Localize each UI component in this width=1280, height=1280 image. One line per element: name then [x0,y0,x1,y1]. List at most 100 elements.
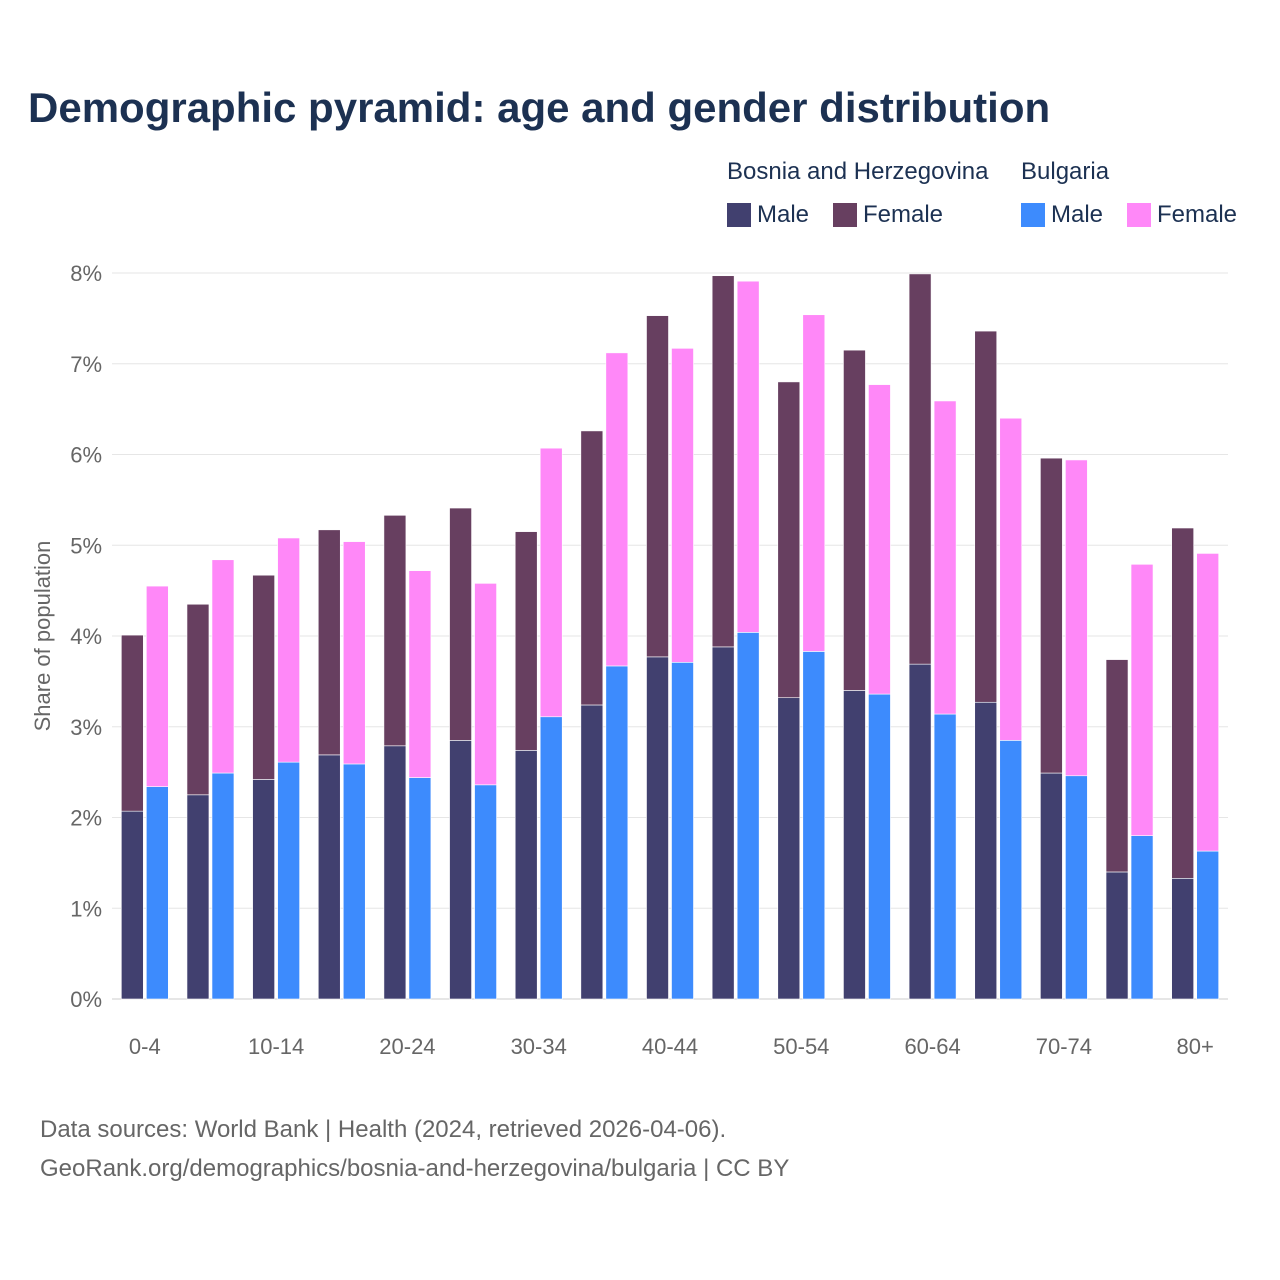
bar-bosnia-and-herzegovina-male-30-34[interactable] [514,750,538,1000]
legend-bih-female[interactable]: Female [833,201,943,229]
bar-bosnia-and-herzegovina-male-70-74[interactable] [1040,772,1063,1000]
bar-bulgaria-female-40-44[interactable] [671,348,694,663]
legend-bulgaria-female[interactable]: Female [1127,201,1237,229]
y-axis-label: Share of population [30,541,55,732]
x-tick-label: 40-44 [642,1034,698,1059]
bar-bosnia-and-herzegovina-female-35-39[interactable] [580,430,604,706]
bar-bulgaria-female-45-49[interactable] [736,280,760,633]
bar-bosnia-and-herzegovina-female-0-4[interactable] [121,634,144,812]
bar-bosnia-and-herzegovina-female-65-69[interactable] [974,330,998,703]
bar-bulgaria-male-35-39[interactable] [605,665,629,1000]
bar-bosnia-and-herzegovina-female-70-74[interactable] [1040,457,1063,774]
bar-bosnia-and-herzegovina-female-30-34[interactable] [514,531,538,751]
bar-bulgaria-male-25-29[interactable] [474,784,497,1000]
legend-label: Female [863,201,944,228]
y-tick-label: 3% [70,715,102,740]
bar-bulgaria-female-10-14[interactable] [277,537,300,763]
bar-bosnia-and-herzegovina-male-5-9[interactable] [186,794,210,1000]
y-tick-label: 8% [70,261,102,286]
y-tick-label: 6% [70,443,102,468]
bar-bulgaria-male-75-79[interactable] [1130,835,1154,1000]
bar-bosnia-and-herzegovina-female-75-79[interactable] [1105,659,1129,873]
chart-plot: 0% 1% 2% 3% 4% 5% 6% 7% 8% 0-4 10-14 20-24 30-34 40-… [30,261,1228,1059]
bar-bulgaria-male-45-49[interactable] [736,632,760,1000]
bar-bulgaria-female-70-74[interactable] [1065,459,1088,777]
x-tick-label: 30-34 [511,1034,567,1059]
bar-bulgaria-female-5-9[interactable] [211,559,235,774]
bar-bosnia-and-herzegovina-male-35-39[interactable] [580,704,604,1000]
bar-bosnia-and-herzegovina-male-50-54[interactable] [777,697,801,1000]
bar-bulgaria-female-30-34[interactable] [539,447,563,718]
bar-bosnia-and-herzegovina-male-0-4[interactable] [121,810,144,1000]
bar-bulgaria-male-55-59[interactable] [868,693,891,1000]
bar-bosnia-and-herzegovina-male-45-49[interactable] [711,646,735,1000]
bar-bulgaria-female-50-54[interactable] [802,314,826,652]
bar-bulgaria-male-65-69[interactable] [999,740,1023,1000]
legend-group-bih: Bosnia and Herzegovina [727,158,989,185]
chart-title: Demographic pyramid: age and gender dist… [28,84,1051,131]
bar-bulgaria-male-70-74[interactable] [1065,775,1088,1000]
bar-bulgaria-female-75-79[interactable] [1130,564,1154,836]
y-tick-label: 2% [70,806,102,831]
bar-bosnia-and-herzegovina-female-20-24[interactable] [383,515,407,747]
bar-bosnia-and-herzegovina-female-5-9[interactable] [186,603,210,796]
bar-bosnia-and-herzegovina-female-45-49[interactable] [711,275,735,648]
bar-bosnia-and-herzegovina-female-60-64[interactable] [908,273,932,665]
bar-bulgaria-male-5-9[interactable] [211,772,235,1000]
bar-bulgaria-male-0-4[interactable] [146,786,169,1000]
bar-bulgaria-male-50-54[interactable] [802,651,826,1000]
x-tick-label: 60-64 [904,1034,960,1059]
bar-bosnia-and-herzegovina-male-10-14[interactable] [252,779,275,1000]
bar-bosnia-and-herzegovina-male-15-19[interactable] [317,754,341,1000]
bar-bulgaria-female-80+[interactable] [1196,553,1219,852]
legend-label: Male [1051,201,1104,228]
bar-bulgaria-male-20-24[interactable] [408,777,432,1000]
bar-bosnia-and-herzegovina-female-50-54[interactable] [777,381,801,699]
x-tick-label: 10-14 [248,1034,304,1059]
bar-bosnia-and-herzegovina-male-60-64[interactable] [908,663,932,1000]
footer-source: Data sources: World Bank | Health (2024,… [40,1116,727,1143]
bar-bosnia-and-herzegovina-male-25-29[interactable] [449,740,472,1000]
y-tick-label: 4% [70,624,102,649]
bar-bulgaria-male-60-64[interactable] [933,713,957,1000]
bar-bosnia-and-herzegovina-male-40-44[interactable] [646,656,669,1000]
bar-bosnia-and-herzegovina-female-10-14[interactable] [252,574,275,780]
bar-bulgaria-male-80+[interactable] [1196,850,1219,1000]
legend-swatch [833,203,857,227]
legend-swatch [727,203,751,227]
footer-link[interactable]: GeoRank.org/demographics/bosnia-and-herz… [40,1155,790,1182]
legend-bulgaria-male[interactable]: Male [1021,201,1103,229]
bar-bosnia-and-herzegovina-female-15-19[interactable] [317,529,341,756]
bar-bosnia-and-herzegovina-male-75-79[interactable] [1105,871,1129,1000]
bar-bulgaria-male-15-19[interactable] [342,763,366,1000]
bar-bulgaria-male-10-14[interactable] [277,761,300,1000]
bar-bosnia-and-herzegovina-female-55-59[interactable] [843,349,866,691]
bar-bulgaria-female-65-69[interactable] [999,417,1023,741]
legend-label: Male [757,201,810,228]
bar-bulgaria-female-55-59[interactable] [868,384,891,695]
x-tick-label: 50-54 [773,1034,829,1059]
bar-bulgaria-female-60-64[interactable] [933,400,957,715]
x-tick-label: 70-74 [1036,1034,1092,1059]
bar-bosnia-and-herzegovina-male-20-24[interactable] [383,745,407,1000]
bar-bosnia-and-herzegovina-female-25-29[interactable] [449,507,472,741]
bar-bulgaria-male-40-44[interactable] [671,662,694,1000]
bar-bosnia-and-herzegovina-female-40-44[interactable] [646,315,669,658]
bar-bulgaria-female-15-19[interactable] [342,541,366,765]
x-tick-label: 20-24 [379,1034,435,1059]
bar-bosnia-and-herzegovina-male-55-59[interactable] [843,690,866,1000]
bar-bosnia-and-herzegovina-male-65-69[interactable] [974,701,998,1000]
bar-bosnia-and-herzegovina-female-80+[interactable] [1171,527,1194,879]
y-tick-label: 7% [70,352,102,377]
bar-bosnia-and-herzegovina-male-80+[interactable] [1171,878,1194,1000]
bar-bulgaria-female-35-39[interactable] [605,352,629,667]
bar-bulgaria-female-25-29[interactable] [474,583,497,786]
legend-bih-male[interactable]: Male [727,201,809,229]
legend-swatch [1127,203,1151,227]
bar-bulgaria-male-30-34[interactable] [539,716,563,1000]
bar-bulgaria-female-0-4[interactable] [146,585,169,787]
bar-bulgaria-female-20-24[interactable] [408,570,432,778]
legend-swatch [1021,203,1045,227]
x-tick-label: 80+ [1177,1034,1214,1059]
x-tick-label: 0-4 [129,1034,161,1059]
